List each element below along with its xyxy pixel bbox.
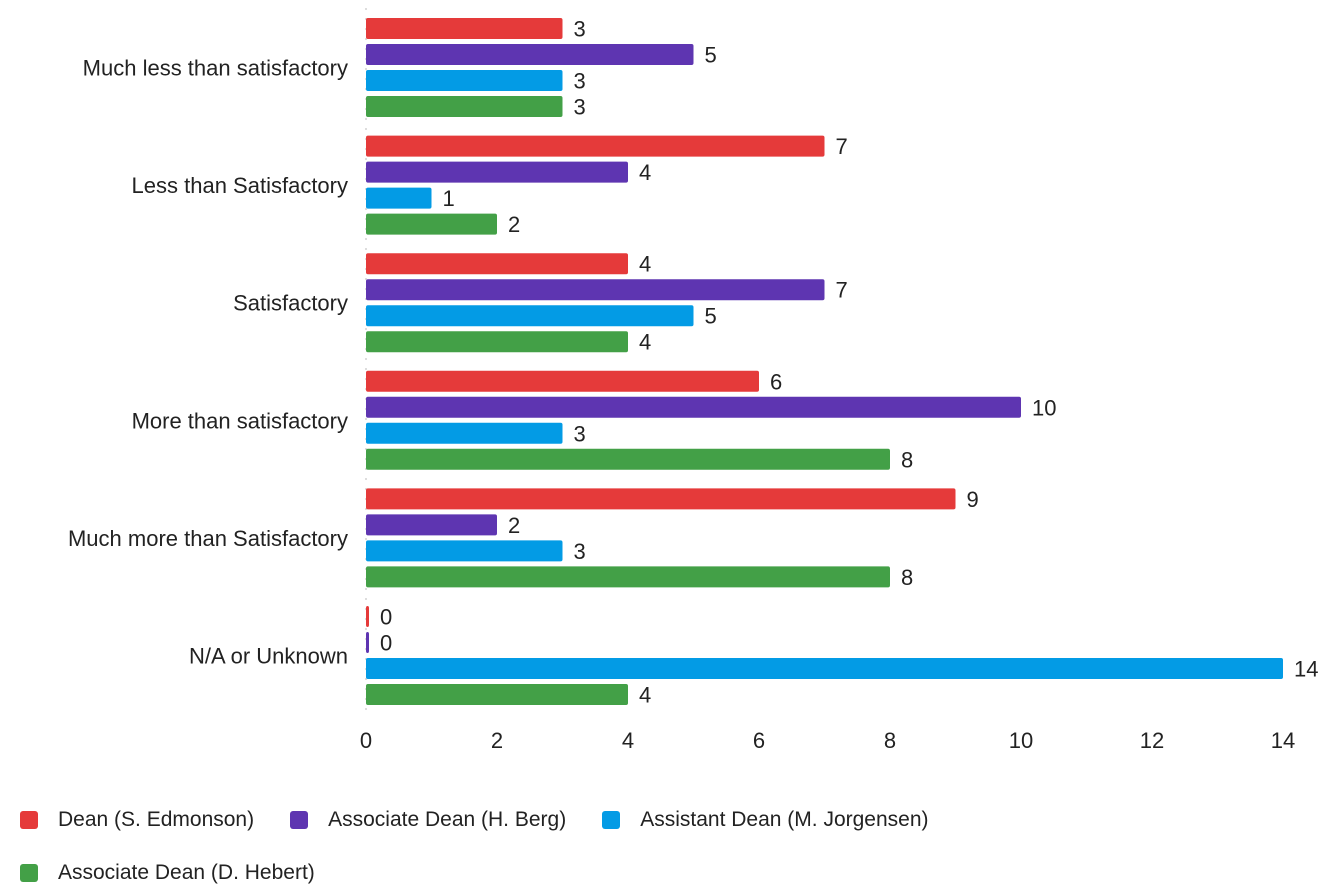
data-label: 5 [705, 43, 717, 68]
x-axis-ticks: 0 2 4 6 8 10 12 14 [360, 728, 1295, 753]
data-label: 7 [836, 134, 848, 159]
legend-label: Assistant Dean (M. Jorgensen) [640, 808, 929, 831]
data-label: 3 [574, 95, 586, 120]
data-label: 1 [443, 186, 455, 211]
data-label: 4 [639, 683, 651, 708]
data-label: 6 [770, 369, 782, 394]
bar[interactable] [366, 370, 759, 392]
data-label: 4 [639, 330, 651, 355]
bar[interactable] [366, 422, 563, 444]
data-label: 8 [901, 565, 913, 590]
bars [366, 18, 1283, 705]
bar[interactable] [366, 396, 1021, 418]
category-label: Less than Satisfactory [132, 173, 348, 198]
x-tick-label: 2 [491, 728, 503, 753]
category-labels: Much less than satisfactory Less than Sat… [68, 56, 348, 669]
x-tick-label: 6 [753, 728, 765, 753]
x-tick-label: 10 [1009, 728, 1033, 753]
data-label: 4 [639, 160, 651, 185]
bar[interactable] [366, 253, 628, 275]
legend-item-assistant-dean[interactable]: Assistant Dean (M. Jorgensen) [602, 808, 929, 832]
bar[interactable] [366, 135, 825, 157]
x-tick-label: 0 [360, 728, 372, 753]
legend-label: Associate Dean (D. Hebert) [58, 861, 315, 884]
legend: Dean (S. Edmonson) Associate Dean (H. Be… [20, 800, 1300, 893]
bar[interactable] [366, 658, 1283, 679]
category-label: N/A or Unknown [189, 644, 348, 669]
data-label: 8 [901, 447, 913, 472]
bar[interactable] [366, 514, 497, 536]
data-label: 10 [1032, 395, 1056, 420]
legend-swatch [602, 811, 621, 829]
legend-swatch [290, 811, 309, 829]
legend-item-associate-dean-berg[interactable]: Associate Dean (H. Berg) [290, 808, 566, 832]
bar[interactable] [366, 161, 628, 183]
bar[interactable] [366, 305, 694, 327]
data-label: 0 [380, 605, 392, 630]
data-label: 3 [574, 421, 586, 446]
data-label: 7 [836, 278, 848, 303]
x-tick-label: 12 [1140, 728, 1164, 753]
bar[interactable] [366, 18, 563, 39]
legend-label: Dean (S. Edmonson) [58, 808, 255, 831]
bar[interactable] [366, 279, 825, 301]
data-label: 9 [967, 487, 979, 512]
data-label: 0 [380, 631, 392, 656]
bar[interactable] [366, 566, 890, 588]
legend-row: Associate Dean (D. Hebert) [20, 853, 1300, 893]
bar[interactable] [366, 70, 563, 91]
data-label: 3 [574, 69, 586, 94]
bar[interactable] [366, 606, 369, 627]
bar[interactable] [366, 448, 890, 470]
data-label: 3 [574, 17, 586, 42]
category-label: More than satisfactory [132, 408, 348, 433]
bar[interactable] [366, 540, 563, 562]
x-tick-label: 4 [622, 728, 634, 753]
x-tick-label: 8 [884, 728, 896, 753]
bar[interactable] [366, 44, 694, 65]
legend-item-dean[interactable]: Dean (S. Edmonson) [20, 808, 254, 832]
bar[interactable] [366, 632, 369, 653]
category-label: Satisfactory [233, 291, 348, 316]
bar[interactable] [366, 213, 497, 235]
bar[interactable] [366, 187, 432, 209]
data-label: 2 [508, 513, 520, 538]
bar[interactable] [366, 488, 956, 510]
legend-swatch [20, 864, 38, 882]
data-label: 5 [705, 304, 717, 329]
legend-swatch [20, 811, 38, 829]
legend-item-associate-dean-hebert[interactable]: Associate Dean (D. Hebert) [20, 861, 315, 885]
bar[interactable] [366, 96, 563, 117]
bar[interactable] [366, 684, 628, 705]
data-label: 4 [639, 252, 651, 277]
x-tick-label: 14 [1271, 728, 1295, 753]
bar[interactable] [366, 331, 628, 353]
legend-row: Dean (S. Edmonson) Associate Dean (H. Be… [20, 800, 1300, 840]
data-label: 14 [1294, 657, 1318, 682]
category-label: Much more than Satisfactory [68, 526, 348, 551]
legend-label: Associate Dean (H. Berg) [328, 808, 567, 831]
category-label: Much less than satisfactory [83, 56, 348, 81]
data-label: 3 [574, 539, 586, 564]
data-label: 2 [508, 212, 520, 237]
